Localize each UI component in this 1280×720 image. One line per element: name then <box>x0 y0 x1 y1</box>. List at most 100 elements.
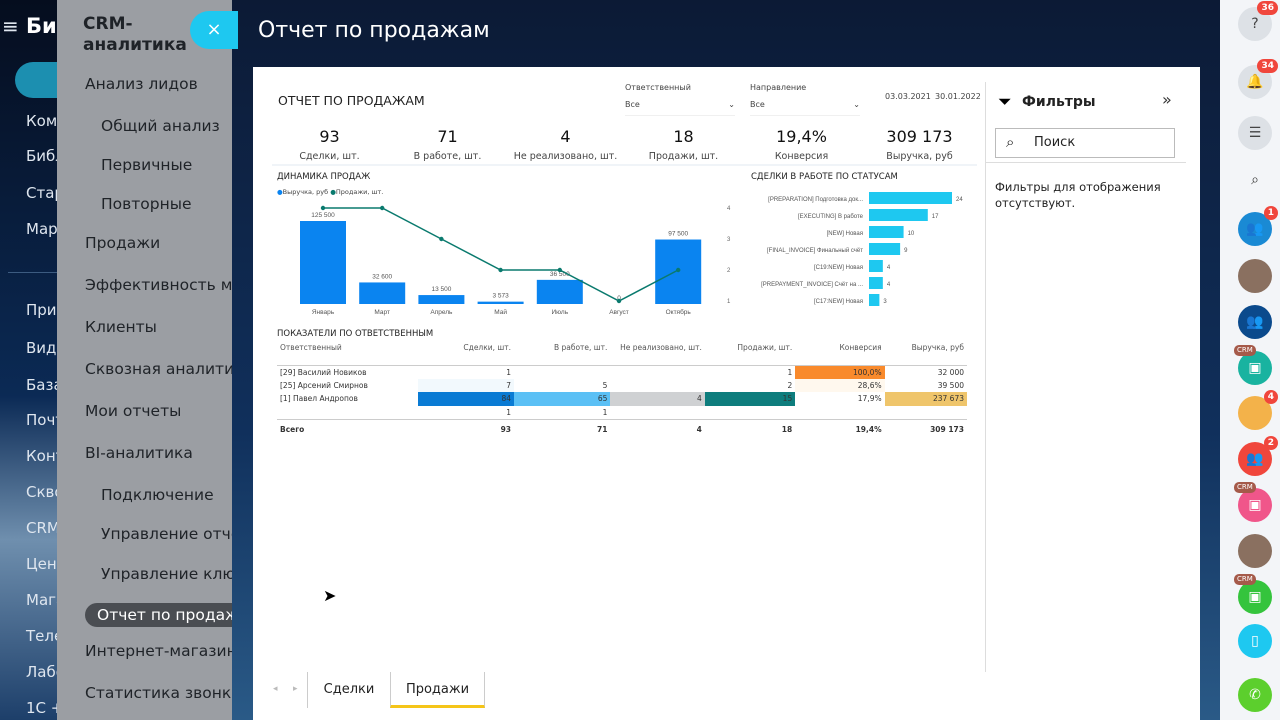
column-header[interactable]: Сделки, шт. <box>463 343 512 352</box>
responsible-table: Ответственный Сделки, шт. В работе, шт. Не … <box>277 343 967 439</box>
crm-menu-item[interactable]: Управление ключами <box>101 565 233 583</box>
tab-sales[interactable]: Продажи <box>390 672 485 708</box>
left-nav-item[interactable]: 1С + <box>26 699 64 717</box>
revenue-bar[interactable] <box>300 221 346 304</box>
crm-menu-item[interactable]: Анализ лидов <box>85 75 198 93</box>
crm-menu-item[interactable]: BI-аналитика <box>85 444 193 462</box>
group-button[interactable]: 👥 1 <box>1238 206 1278 246</box>
collapse-icon[interactable]: » <box>1162 90 1172 109</box>
chat-button[interactable]: ☰ <box>1238 116 1272 150</box>
left-nav-item[interactable]: Почт <box>26 411 65 429</box>
table-row[interactable]: [1] Павел Андропов 84 65 4 15 17,9% 237 673 <box>277 392 967 406</box>
column-header[interactable]: Ответственный <box>280 343 342 352</box>
page-tabs: ◂ ▸ Сделки Продажи <box>253 667 1200 720</box>
group-chat-button[interactable]: 👥 <box>1238 305 1272 339</box>
crm-button[interactable]: ▣ CRM <box>1234 345 1272 385</box>
sales-point[interactable] <box>320 205 326 211</box>
status-bar[interactable] <box>869 294 880 306</box>
status-label: [FINAL_INVOICE] Финальный счёт <box>767 247 863 254</box>
left-nav-item[interactable]: Теле <box>26 627 64 645</box>
y2-tick-label: 1 <box>727 299 731 305</box>
left-nav-item[interactable]: Мага <box>26 591 66 609</box>
left-nav-item[interactable]: Скво <box>26 483 64 501</box>
status-bar[interactable] <box>869 243 901 255</box>
status-bar[interactable] <box>869 226 904 238</box>
sales-point[interactable] <box>616 298 622 304</box>
table-row[interactable]: [25] Арсений Смирнов 7 5 2 28,6% 39 500 <box>277 378 967 392</box>
crm-menu-item[interactable]: Отчет по продажам <box>85 603 233 627</box>
column-header[interactable]: Не реализовано, шт. <box>620 343 702 352</box>
bell-button[interactable]: 🔔 34 <box>1238 59 1278 99</box>
phone-button[interactable]: ✆ <box>1238 678 1272 712</box>
left-nav-item[interactable]: Стар <box>26 184 64 202</box>
group-button[interactable]: 👥 2 <box>1238 436 1278 476</box>
revenue-bar[interactable] <box>477 301 524 304</box>
close-slider-button[interactable]: × <box>190 11 238 49</box>
revenue-bar[interactable] <box>418 295 465 304</box>
revenue-bar[interactable] <box>536 279 583 304</box>
crm-menu-item[interactable]: Статистика звонков <box>85 684 233 702</box>
revenue-bar[interactable] <box>359 282 406 304</box>
column-header[interactable]: Выручка, руб <box>911 343 964 352</box>
crm-menu-item[interactable]: Сквозная аналитика <box>85 360 233 378</box>
menu-icon[interactable]: ≡ <box>2 14 19 38</box>
crm-menu-item[interactable]: Повторные <box>101 195 192 213</box>
filter-responsible-dropdown[interactable]: Все ⌄ <box>625 100 735 116</box>
device-button[interactable]: ▯ <box>1238 624 1272 658</box>
left-nav-item[interactable]: Лабо <box>26 663 65 681</box>
left-nav-item[interactable]: Виде <box>26 339 66 357</box>
crm-menu-item[interactable]: Интернет-магазин <box>85 642 233 660</box>
crm-menu-item[interactable]: Первичные <box>101 156 193 174</box>
total-cell: 18 <box>781 424 793 434</box>
filter-direction-dropdown[interactable]: Все ⌄ <box>750 100 860 116</box>
next-page-icon[interactable]: ▸ <box>293 684 298 694</box>
date-from[interactable]: 03.03.2021 <box>885 92 931 101</box>
avatar[interactable] <box>1238 259 1272 293</box>
crm-menu-item[interactable]: Подключение <box>101 486 214 504</box>
left-nav-item[interactable]: При <box>26 301 57 319</box>
left-nav-item[interactable]: Цент <box>26 555 66 573</box>
crm-menu-item[interactable]: Управление отчётами <box>101 525 233 543</box>
crm-button[interactable]: ▣ CRM <box>1234 482 1272 522</box>
column-header[interactable]: Продажи, шт. <box>737 343 793 352</box>
crm-menu-item[interactable]: Продажи <box>85 234 161 252</box>
x-tick-label: Январь <box>312 309 335 316</box>
left-nav-item[interactable]: Конт <box>26 447 65 465</box>
left-nav-item[interactable]: Библ <box>26 147 65 165</box>
status-bar[interactable] <box>869 209 928 221</box>
status-bar[interactable] <box>869 277 883 289</box>
sales-point[interactable] <box>676 267 681 273</box>
column-header[interactable]: Конверсия <box>839 343 882 352</box>
column-header[interactable]: В работе, шт. <box>553 343 608 352</box>
help-button[interactable]: ? 36 <box>1238 1 1278 41</box>
crm-menu-item[interactable]: Эффективность менеджеров <box>85 276 233 294</box>
prev-page-icon[interactable]: ◂ <box>273 684 278 694</box>
divider <box>986 162 1186 163</box>
sales-point[interactable] <box>498 267 503 273</box>
avatar[interactable] <box>1238 534 1272 568</box>
filter-search-input[interactable]: ⌕ Поиск <box>995 128 1175 158</box>
left-nav-item[interactable]: CRM <box>26 519 60 537</box>
tab-deals[interactable]: Сделки <box>307 672 390 708</box>
bar-data-label: 3 573 <box>492 293 509 300</box>
sales-point[interactable] <box>557 267 562 273</box>
date-to[interactable]: 30.01.2022 <box>935 92 981 101</box>
crm-menu-item[interactable]: Клиенты <box>85 318 157 336</box>
search-button[interactable]: ⌕ <box>1238 163 1272 197</box>
chevron-down-icon: ⌄ <box>728 100 735 109</box>
left-nav-item[interactable]: Мар <box>26 220 58 238</box>
crm-button[interactable]: ▣ CRM <box>1234 574 1272 614</box>
total-cell: 309 173 <box>930 424 964 434</box>
crm-menu-item[interactable]: Общий анализ <box>101 117 220 135</box>
left-nav-item[interactable]: Ком <box>26 112 58 130</box>
sales-point[interactable] <box>439 236 444 242</box>
sales-point[interactable] <box>380 205 385 211</box>
avatar[interactable]: 4 <box>1238 390 1278 430</box>
left-nav-item[interactable]: База <box>26 376 63 394</box>
table-row[interactable]: [29] Василий Новиков 1 1 100,0% 32 000 <box>277 365 967 379</box>
status-bar[interactable] <box>869 260 883 272</box>
table-cell: 100,0% <box>795 365 885 379</box>
crm-menu-item[interactable]: Мои отчеты <box>85 402 182 420</box>
status-bar[interactable] <box>869 192 952 204</box>
